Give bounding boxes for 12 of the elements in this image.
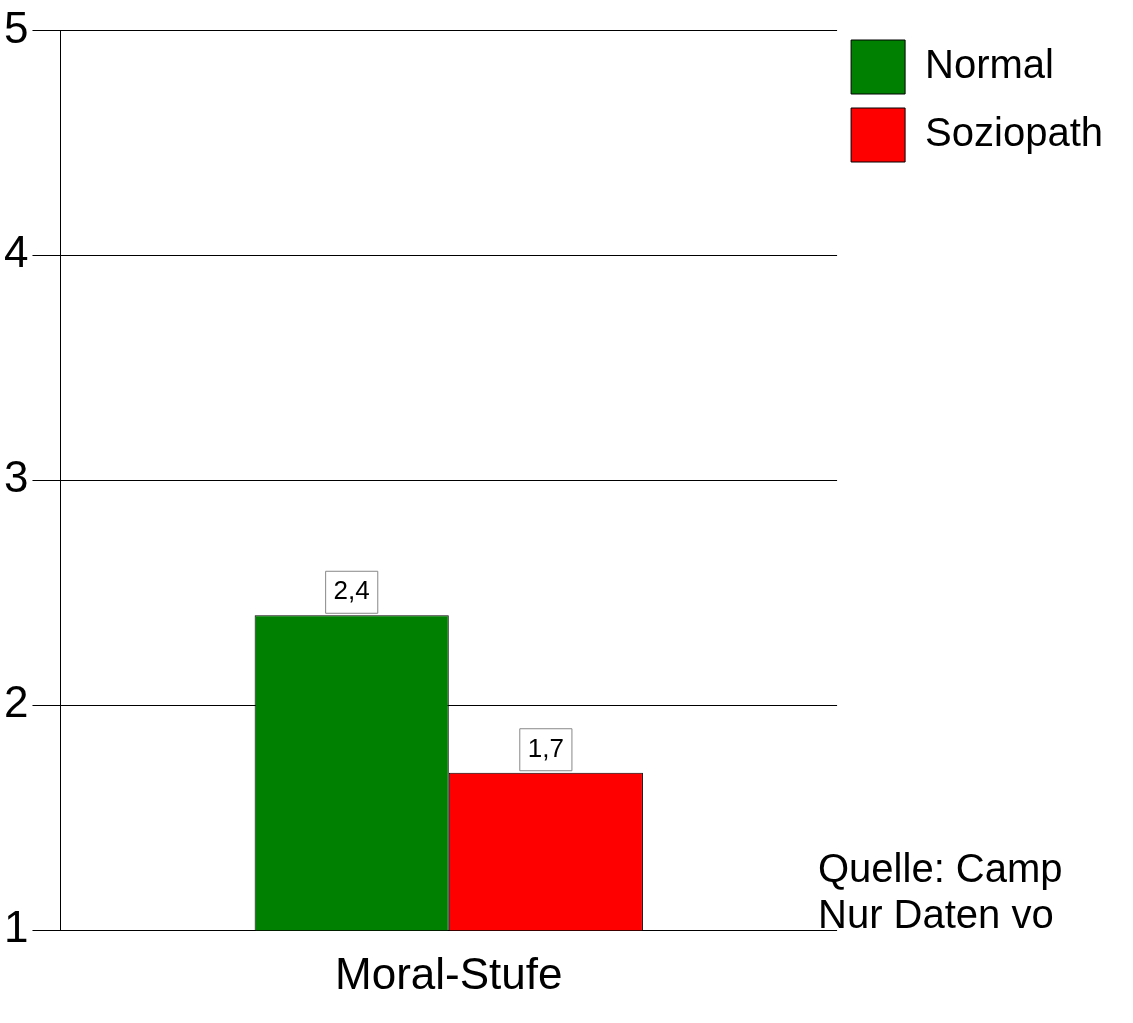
source-note: Quelle: Camp	[818, 845, 1063, 891]
y-tick-label: 4	[3, 227, 29, 277]
legend-label: Soziopath	[925, 110, 1104, 155]
text: Nur Daten vo	[818, 891, 1055, 937]
data-label: 1,7	[527, 732, 564, 763]
y-tick-label: 5	[3, 2, 29, 52]
y-tick-label: 3	[3, 452, 29, 502]
y-tick-label: 1	[3, 902, 29, 952]
legend-label: Normal	[925, 42, 1054, 87]
data-label: 2,4	[333, 575, 370, 606]
x-tick-label: Moral-Stufe	[335, 948, 563, 998]
y-tick-label: 2	[3, 677, 29, 727]
